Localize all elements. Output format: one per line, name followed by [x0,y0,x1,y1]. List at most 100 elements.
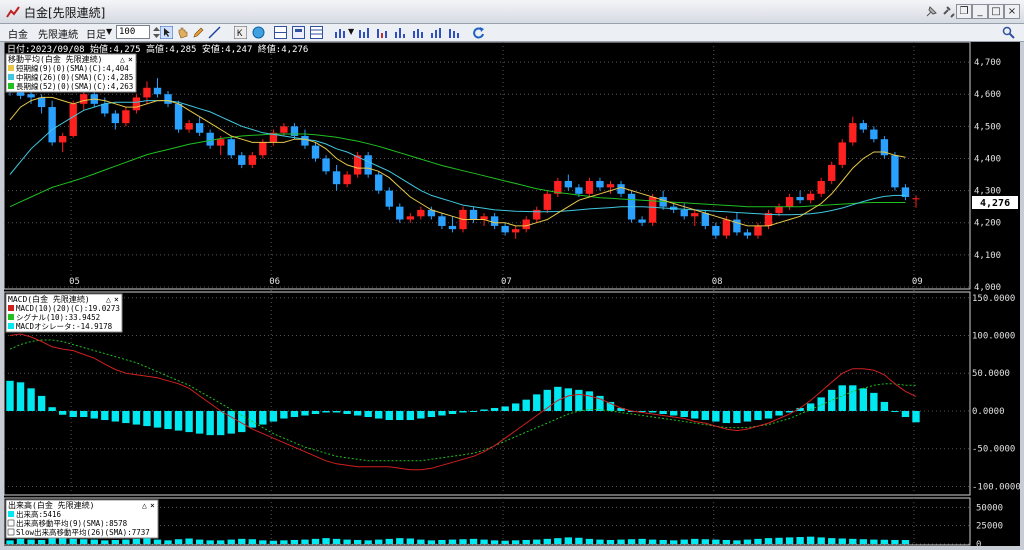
restore-icon[interactable]: ❐ [956,4,972,19]
oscillator-bar [375,410,383,419]
volume-bar [480,539,488,544]
bar-chart-icon[interactable] [376,26,389,39]
candle-body [490,216,499,226]
candle-body [195,123,204,133]
pencil-icon[interactable] [192,26,205,39]
oscillator-bar [511,403,520,411]
candle-body [448,225,457,230]
volume-bar [90,539,98,544]
cursor-icon[interactable] [160,26,173,39]
chart-svg[interactable]: 4,000 4,100 4,200 4,300 4,400 4,500 4,600 4,700… [3,41,1021,550]
hand-icon[interactable] [176,26,189,39]
oscillator-bar [680,410,688,418]
oscillator-bar [227,410,235,434]
oscillator-bar [364,410,372,418]
contract-menu[interactable]: 先限連続 [38,30,78,41]
bar-chart-icon[interactable] [358,26,371,39]
volume-bar [227,539,235,544]
search-icon[interactable] [1002,26,1015,39]
legend-swatch-oscillator [8,323,14,329]
chart-area[interactable]: 4,000 4,100 4,200 4,300 4,400 4,500 4,600 4,700… [3,41,1021,550]
circle-icon[interactable] [252,26,265,39]
price-tick-label: 4,500 [974,122,1001,132]
candle-body [511,229,520,233]
oscillator-bar [195,410,204,434]
volume-bar [122,539,130,544]
chevron-down-icon[interactable]: ▼ [106,27,113,36]
macd-legend-title: MACD(白金 先限連続) [8,294,90,304]
volume-bar [280,540,288,544]
oscillator-bar [891,410,899,412]
pin-icon[interactable] [924,5,938,19]
legend-swatch-signal [8,314,14,320]
oscillator-bar [459,410,467,413]
oscillator-bar [427,410,436,418]
close-icon[interactable]: × [150,501,155,510]
oscillator-bar [490,407,499,411]
line-icon[interactable] [208,26,221,39]
candle-body [564,180,573,188]
spin-icon[interactable] [150,26,163,39]
candle-body [16,90,25,96]
volume-bar [701,539,709,544]
candle-body [754,225,762,236]
candle-body [533,209,541,220]
volume-bar [901,540,910,544]
table-icon[interactable] [310,26,323,39]
zoom-select[interactable]: 100 [116,25,150,39]
volume-bar [722,539,731,544]
chevron-down-icon[interactable]: ▼ [348,27,355,36]
close-icon[interactable]: × [128,55,133,64]
bar-chart-icon[interactable] [394,26,407,39]
period-menu[interactable]: 日足 [86,30,106,41]
collapse-icon[interactable]: △ [120,55,125,64]
volume-bar [132,538,141,544]
candle-body [417,209,425,217]
collapse-icon[interactable]: △ [106,295,111,304]
oscillator-bar [248,410,256,428]
volume-bar [406,538,415,544]
oscillator-bar [806,403,815,411]
instrument-menu[interactable]: 白金 [8,30,28,41]
legend-swatch-mid [8,74,14,80]
oscillator-bar [259,410,267,425]
volume-bar [185,538,193,544]
maximize-icon[interactable]: □ [988,4,1004,19]
volume-tick-label: 50000 [976,503,1003,513]
oscillator-bar [16,382,25,411]
candle-body [37,97,46,108]
oscillator-bar [174,410,183,431]
volume-bar [353,539,362,544]
volume-bar [828,538,836,544]
volume-bar [638,538,646,544]
close-icon[interactable]: × [114,295,119,304]
link-icon[interactable] [942,5,956,19]
candle-body [648,197,657,223]
candle-body [785,197,794,207]
price-panel-frame [3,41,971,290]
candle-body [280,126,288,133]
volume-bar [891,539,899,544]
bar-chart-icon[interactable] [448,26,461,39]
minimize-icon[interactable]: _ [972,4,988,19]
collapse-icon[interactable]: △ [142,501,147,510]
candle-body [227,139,235,156]
oscillator-bar [206,410,214,436]
bar-chart-icon[interactable] [412,26,425,39]
volume-bar [585,538,594,544]
bar-chart-icon[interactable] [334,26,347,39]
oscillator-bar [638,410,646,412]
close-icon[interactable]: × [1004,4,1020,19]
calc-icon[interactable] [292,26,305,39]
bar-chart-icon[interactable] [430,26,443,39]
refresh-icon[interactable] [472,26,485,39]
grid-icon[interactable] [274,26,287,39]
text-tool-icon[interactable]: K [234,26,247,39]
macd-oscillator-bars [6,380,920,436]
oscillator-bar [754,410,762,421]
oscillator-bar [733,410,741,424]
candle-body [143,87,151,98]
volume-bar [564,537,573,544]
candle-body [122,110,130,124]
candle-body [901,187,910,198]
